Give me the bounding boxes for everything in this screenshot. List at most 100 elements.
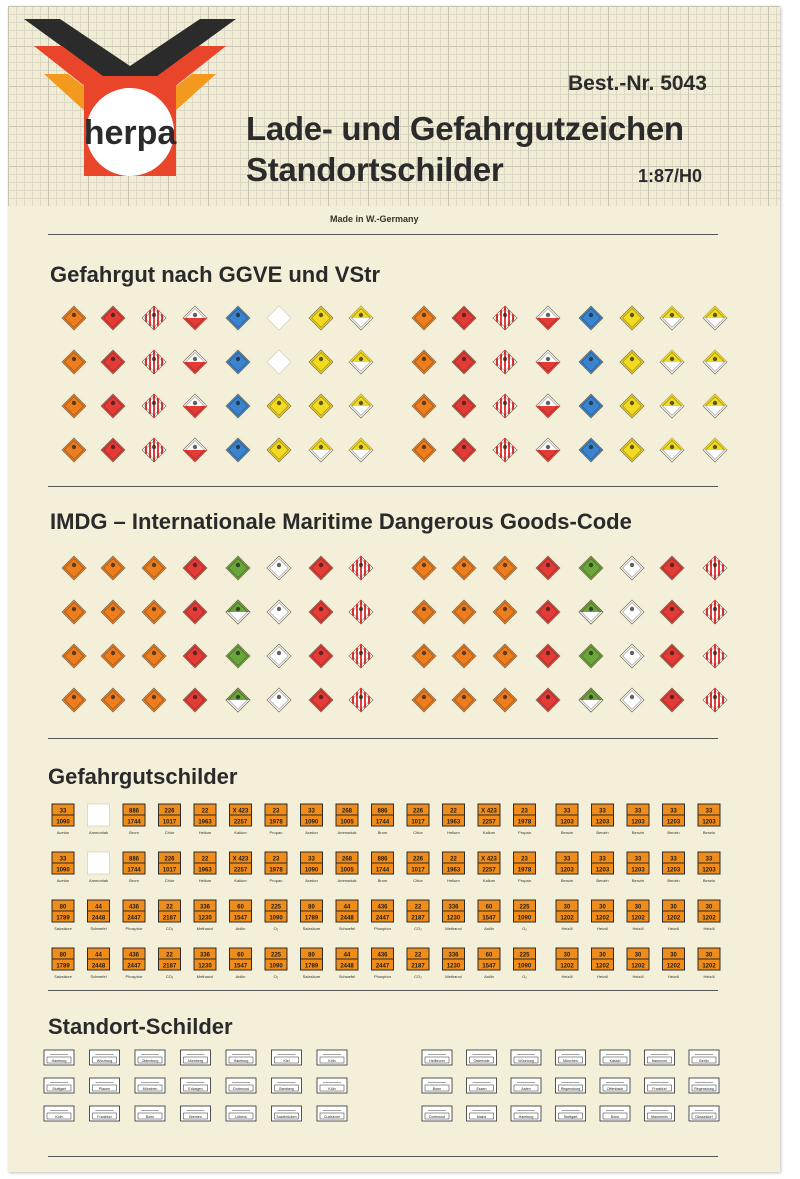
hazard-label-orange bbox=[411, 643, 437, 669]
un-number: 1202 bbox=[631, 916, 645, 922]
hazard-panel: 886 1744 Brom bbox=[122, 803, 146, 835]
hazard-label-orange-1.5 bbox=[492, 555, 518, 581]
substance-name: Benzin bbox=[667, 878, 679, 883]
location-sign: Köln bbox=[316, 1049, 348, 1066]
hazard-panel: 33 1090 Aceton bbox=[51, 851, 75, 883]
hazard-label-stripe bbox=[492, 305, 518, 331]
location-name: München bbox=[143, 1087, 158, 1091]
hazard-panel: 23 1978 Propan bbox=[513, 803, 536, 835]
substance-name: Salzsäure bbox=[54, 974, 73, 979]
location-sign: Bonn bbox=[599, 1105, 631, 1122]
hazard-panel: 60 1547 Anilin bbox=[229, 899, 252, 931]
un-number: 1202 bbox=[560, 916, 574, 922]
hazard-panel: 33 1203 Benzin bbox=[555, 803, 579, 835]
hazard-label-red bbox=[308, 687, 334, 713]
un-number: 1230 bbox=[447, 916, 461, 922]
substance-name: Phosphor bbox=[374, 926, 392, 931]
un-number: 1789 bbox=[305, 964, 319, 970]
un-number: 1789 bbox=[56, 964, 70, 970]
location-name: Bonn bbox=[146, 1115, 154, 1119]
divider bbox=[48, 486, 718, 487]
un-number: 2448 bbox=[340, 916, 354, 922]
substance-name: Kalium bbox=[483, 878, 496, 883]
hazard-number: 22 bbox=[415, 953, 422, 959]
substance-name: Heizöl bbox=[668, 974, 679, 979]
hazard-number: 44 bbox=[95, 953, 102, 959]
hazard-panel: 30 1202 Heizöl bbox=[626, 947, 650, 979]
hazard-panel: 225 1090 O₂ bbox=[264, 947, 288, 979]
substance-name: Chlor bbox=[413, 830, 423, 835]
hazard-label-red bbox=[535, 643, 561, 669]
hazard-label-green-half bbox=[578, 599, 604, 625]
hazard-label-white bbox=[266, 643, 292, 669]
un-number: 2448 bbox=[340, 964, 354, 970]
hazard-label-orange-1.5 bbox=[492, 687, 518, 713]
hazard-panel: 44 2448 Schwefel bbox=[87, 899, 110, 931]
hazard-label-yellow bbox=[266, 393, 292, 419]
hazard-panel: 23 1978 Propan bbox=[264, 851, 288, 883]
location-name: Hamburg bbox=[52, 1059, 67, 1063]
location-sign: Oldenburg bbox=[134, 1049, 166, 1066]
hazard-number: 44 bbox=[344, 905, 351, 911]
hazard-panel: 436 2447 Phosphor bbox=[122, 899, 146, 931]
hazard-number: 22 bbox=[450, 857, 457, 863]
hazard-label-orange bbox=[61, 349, 87, 375]
hazard-number: 22 bbox=[202, 809, 209, 815]
hazard-number: 33 bbox=[635, 857, 642, 863]
hazard-panel: Ammoniak bbox=[87, 803, 110, 835]
hazard-label-green-half bbox=[225, 599, 251, 625]
substance-name: Methanol bbox=[197, 974, 214, 979]
hazard-label-green bbox=[578, 643, 604, 669]
hazard-number: 33 bbox=[706, 809, 713, 815]
hazard-number: 30 bbox=[564, 953, 571, 959]
substance-name: Benzin bbox=[596, 830, 608, 835]
hazard-number: 886 bbox=[129, 809, 140, 815]
substance-name: Heizöl bbox=[561, 974, 572, 979]
hazard-number: 60 bbox=[486, 905, 493, 911]
divider bbox=[48, 738, 718, 739]
location-name: Bonn bbox=[611, 1115, 619, 1119]
hazard-panel: 30 1202 Heizöl bbox=[697, 947, 721, 979]
substance-name: CO₂ bbox=[414, 926, 422, 931]
location-sign: Mainz bbox=[466, 1105, 497, 1122]
un-number: 1017 bbox=[411, 868, 425, 874]
hazard-number: 886 bbox=[377, 857, 388, 863]
hazard-label-stripe bbox=[702, 643, 728, 669]
hazard-label-yellow bbox=[619, 393, 645, 419]
hazard-label-green-half bbox=[578, 687, 604, 713]
sticker-sheet: herpa Best.-Nr. 5043 Lade- und Gefahrgut… bbox=[8, 6, 780, 1172]
location-sign: Würzburg bbox=[89, 1049, 120, 1066]
un-number: 1203 bbox=[560, 868, 574, 874]
location-name: Osterrode bbox=[474, 1059, 490, 1063]
hazard-label-orange bbox=[411, 437, 437, 463]
location-sign: Essen bbox=[466, 1077, 497, 1094]
hazard-number: 225 bbox=[271, 905, 282, 911]
hazard-label-orange-1.4 bbox=[100, 599, 126, 625]
location-name: Stuttgart bbox=[52, 1087, 66, 1091]
location-name: Bremen bbox=[189, 1115, 202, 1119]
hazard-label-half bbox=[535, 437, 561, 463]
hazard-panel: 33 1090 Aceton bbox=[300, 803, 323, 835]
hazard-label-white bbox=[619, 555, 645, 581]
hazard-panel: 22 1963 Helium bbox=[442, 803, 465, 835]
hazard-label-stripe bbox=[702, 555, 728, 581]
substance-name: Kalium bbox=[483, 830, 496, 835]
un-number: 1090 bbox=[305, 868, 319, 874]
hazard-label-orange-1.4 bbox=[451, 687, 477, 713]
hazard-label-orange bbox=[61, 643, 87, 669]
substance-name: Helium bbox=[447, 878, 460, 883]
hazard-label-orange-1.4 bbox=[100, 555, 126, 581]
un-number: 1202 bbox=[596, 964, 610, 970]
substance-name: Salzsäure bbox=[54, 926, 73, 931]
hazard-number: 886 bbox=[129, 857, 140, 863]
location-sign: Köln bbox=[43, 1105, 75, 1122]
un-number: 1005 bbox=[340, 820, 354, 826]
location-name: Nürnberg bbox=[188, 1059, 203, 1063]
hazard-panel: 30 1202 Heizöl bbox=[697, 899, 721, 931]
hazard-label-half bbox=[182, 305, 208, 331]
hazard-label-red bbox=[182, 555, 208, 581]
hazard-panel: 33 1203 Benzin bbox=[697, 803, 721, 835]
substance-name: Chlor bbox=[165, 878, 175, 883]
location-sign: Bamberg bbox=[271, 1077, 302, 1094]
page-title: Lade- und Gefahrgutzeichen bbox=[246, 110, 684, 147]
